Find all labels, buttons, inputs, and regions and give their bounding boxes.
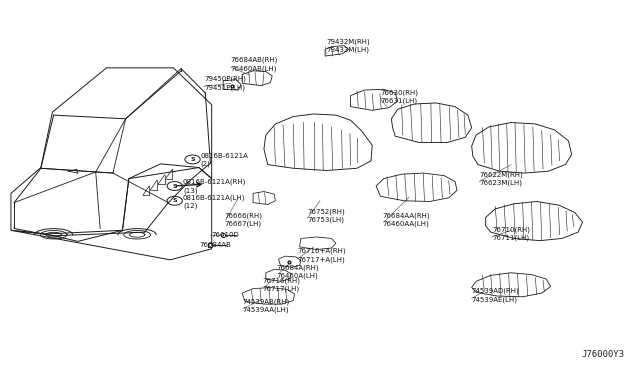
Text: 76716+A(RH)
76717+A(LH): 76716+A(RH) 76717+A(LH) bbox=[298, 248, 346, 263]
Text: 76666(RH)
76667(LH): 76666(RH) 76667(LH) bbox=[225, 212, 262, 227]
Text: 0816B-6121A(LH)
(12): 0816B-6121A(LH) (12) bbox=[183, 194, 246, 209]
Text: 76630(RH)
76631(LH): 76630(RH) 76631(LH) bbox=[381, 89, 419, 104]
Text: 76684A(RH)
76460A(LH): 76684A(RH) 76460A(LH) bbox=[276, 264, 319, 279]
Text: 76716(RH)
76717(LH): 76716(RH) 76717(LH) bbox=[262, 278, 301, 292]
Text: 76622M(RH)
76623M(LH): 76622M(RH) 76623M(LH) bbox=[479, 171, 523, 186]
Text: 76684AB(RH)
76460AB(LH): 76684AB(RH) 76460AB(LH) bbox=[231, 57, 278, 72]
Text: 76684AA(RH)
76460AA(LH): 76684AA(RH) 76460AA(LH) bbox=[383, 212, 430, 227]
Text: 74539AD(RH)
74539AE(LH): 74539AD(RH) 74539AE(LH) bbox=[472, 288, 520, 303]
Text: 76752(RH)
76753(LH): 76752(RH) 76753(LH) bbox=[307, 208, 345, 223]
Text: 0816B-6121A(RH)
(13): 0816B-6121A(RH) (13) bbox=[183, 179, 246, 193]
Text: 76010D: 76010D bbox=[212, 232, 239, 238]
Text: 79432M(RH)
79433M(LH): 79432M(RH) 79433M(LH) bbox=[326, 38, 370, 53]
Text: S: S bbox=[172, 198, 177, 203]
Text: 79450P(RH)
79451P(LH): 79450P(RH) 79451P(LH) bbox=[204, 76, 246, 91]
Text: S: S bbox=[172, 183, 177, 189]
Text: 76710(RH)
76711(LH): 76710(RH) 76711(LH) bbox=[492, 227, 530, 241]
Text: 76684AB: 76684AB bbox=[199, 242, 231, 248]
Text: 0816B-6121A
(2): 0816B-6121A (2) bbox=[200, 153, 248, 167]
Text: 74539AB(RH)
74539AA(LH): 74539AB(RH) 74539AA(LH) bbox=[243, 298, 289, 313]
Text: J76000Y3: J76000Y3 bbox=[582, 350, 625, 359]
Text: S: S bbox=[190, 157, 195, 162]
